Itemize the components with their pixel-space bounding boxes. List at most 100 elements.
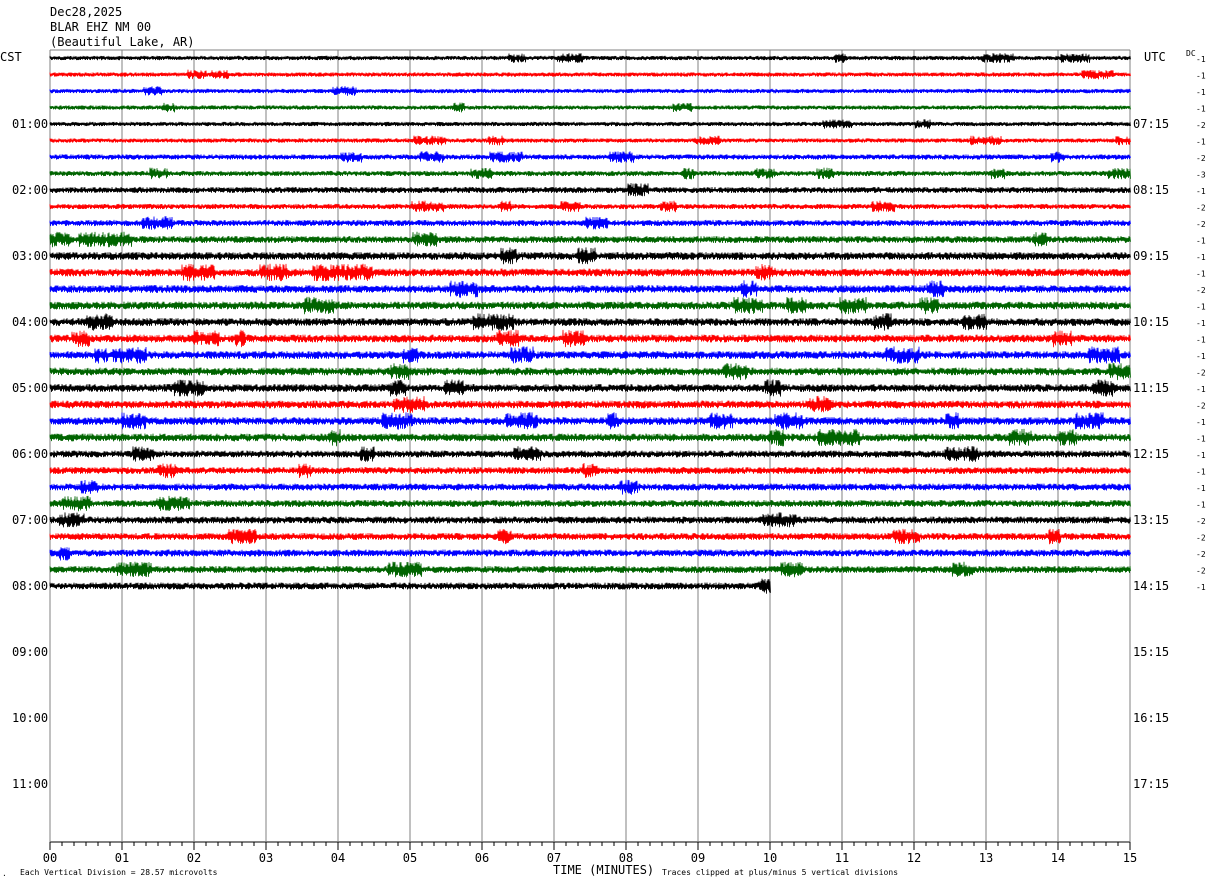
dc-offset-value: -1 xyxy=(1196,72,1206,81)
seismic-trace xyxy=(49,151,1131,163)
dc-offset-value: -2 xyxy=(1196,220,1206,229)
x-tick-label: 01 xyxy=(115,851,129,865)
seismic-trace xyxy=(49,346,1131,364)
dc-offset-value: -1 xyxy=(1196,418,1206,427)
x-tick-label: 06 xyxy=(475,851,489,865)
footer-mark: . xyxy=(2,869,7,878)
x-tick-label: 03 xyxy=(259,851,273,865)
cst-axis-label: CST xyxy=(0,50,22,64)
dc-offset-value: -2 xyxy=(1196,517,1206,526)
seismic-trace xyxy=(49,216,1131,230)
dc-offset-value: -2 xyxy=(1196,534,1206,543)
cst-hour-label: 07:00 xyxy=(12,513,48,527)
seismic-trace xyxy=(49,561,1131,578)
seismic-trace xyxy=(49,86,1131,96)
cst-hour-label: 05:00 xyxy=(12,381,48,395)
seismic-trace xyxy=(49,69,1131,80)
dc-offset-value: -1 xyxy=(1196,88,1206,97)
dc-offset-value: -1 xyxy=(1196,501,1206,510)
utc-hour-label: 17:15 xyxy=(1133,777,1169,791)
seismic-trace xyxy=(49,280,1131,298)
utc-hour-label: 11:15 xyxy=(1133,381,1169,395)
dc-offset-value: -1 xyxy=(1196,583,1206,592)
x-tick-label: 14 xyxy=(1051,851,1065,865)
x-tick-label: 04 xyxy=(331,851,345,865)
seismic-trace xyxy=(49,102,1131,113)
dc-offset-value: -1 xyxy=(1196,237,1206,246)
seismic-trace xyxy=(49,528,1131,545)
dc-offset-value: -2 xyxy=(1196,286,1206,295)
cst-hour-label: 11:00 xyxy=(12,777,48,791)
x-axis-title: TIME (MINUTES) xyxy=(553,863,654,877)
dc-offset-value: -2 xyxy=(1196,154,1206,163)
dc-offset-value: -1 xyxy=(1196,484,1206,493)
hour-labels: 01:00 02:00 03:00 04:00 05:00 06:00 07:00 08:00… xyxy=(12,117,1169,791)
seismic-trace xyxy=(49,547,1131,561)
trace-group xyxy=(49,53,1131,594)
x-tick-label: 13 xyxy=(979,851,993,865)
cst-hour-label: 10:00 xyxy=(12,711,48,725)
seismic-trace xyxy=(49,446,1131,462)
dc-offset-value: -1 xyxy=(1196,451,1206,460)
seismic-trace xyxy=(49,479,1131,495)
dc-offset-value: -3 xyxy=(1196,171,1206,180)
dc-offset-value: -1 xyxy=(1196,253,1206,262)
dc-label: DC xyxy=(1186,49,1196,58)
seismic-trace xyxy=(49,362,1131,381)
x-tick-label: 15 xyxy=(1123,851,1137,865)
seismic-trace xyxy=(49,379,1131,397)
seismic-trace xyxy=(49,135,1131,146)
utc-hour-label: 15:15 xyxy=(1133,645,1169,659)
utc-hour-label: 10:15 xyxy=(1133,315,1169,329)
x-tick-label: 12 xyxy=(907,851,921,865)
vertical-division-note: Each Vertical Division = 28.57 microvolt… xyxy=(20,868,218,877)
dc-offset-value: -1 xyxy=(1196,435,1206,444)
seismic-trace xyxy=(49,412,1131,430)
utc-hour-label: 09:15 xyxy=(1133,249,1169,263)
seismic-trace xyxy=(49,200,1131,213)
x-tick-label: 02 xyxy=(187,851,201,865)
x-tick-label: 09 xyxy=(691,851,705,865)
dc-offset-value: -1 xyxy=(1196,138,1206,147)
dc-offset-value: -2 xyxy=(1196,369,1206,378)
seismic-trace xyxy=(49,512,1131,528)
cst-hour-label: 06:00 xyxy=(12,447,48,461)
x-axis: 00 01 02 03 04 05 06 07 08 09 10 11 12 13 14 15 xyxy=(43,842,1137,865)
dc-offset-value: -1 xyxy=(1196,468,1206,477)
utc-hour-label: 07:15 xyxy=(1133,117,1169,131)
seismic-trace xyxy=(49,313,1131,331)
dc-offset-value: -1 xyxy=(1196,105,1206,114)
utc-hour-label: 12:15 xyxy=(1133,447,1169,461)
cst-hour-label: 01:00 xyxy=(12,117,48,131)
utc-axis-label: UTC xyxy=(1144,50,1166,64)
seismic-trace xyxy=(49,119,1131,129)
station-label: BLAR EHZ NM 00 xyxy=(50,20,151,34)
grid-lines xyxy=(49,49,1131,843)
cst-hour-label: 04:00 xyxy=(12,315,48,329)
seismic-trace xyxy=(49,167,1131,180)
dc-offset-value: -1 xyxy=(1196,385,1206,394)
utc-hour-label: 14:15 xyxy=(1133,579,1169,593)
cst-hour-label: 03:00 xyxy=(12,249,48,263)
seismic-trace xyxy=(49,231,1131,248)
utc-hour-label: 16:15 xyxy=(1133,711,1169,725)
cst-hour-label: 08:00 xyxy=(12,579,48,593)
dc-offset-value: -1 xyxy=(1196,55,1206,64)
seismic-trace xyxy=(49,53,1131,63)
seismic-trace xyxy=(49,296,1131,315)
x-tick-label: 05 xyxy=(403,851,417,865)
dc-offset-value: -2 xyxy=(1196,550,1206,559)
dc-offset-value: -1 xyxy=(1196,270,1206,279)
seismic-trace xyxy=(49,428,1131,447)
dc-offset-value: -2 xyxy=(1196,121,1206,130)
utc-hour-label: 13:15 xyxy=(1133,513,1169,527)
x-tick-label: 00 xyxy=(43,851,57,865)
dc-offset-labels: -1 -1 -1 -1 -2 -1 -2 -3 -1 -2 -2 -1 -1 -1 -2 -1 -1 -1 -1 -2… xyxy=(1196,55,1206,592)
dc-offset-value: -1 xyxy=(1196,336,1206,345)
dc-offset-value: -1 xyxy=(1196,352,1206,361)
dc-offset-value: -1 xyxy=(1196,303,1206,312)
dc-offset-value: -1 xyxy=(1196,319,1206,328)
location-label: (Beautiful Lake, AR) xyxy=(50,35,195,49)
date-label: Dec28,2025 xyxy=(50,5,122,19)
